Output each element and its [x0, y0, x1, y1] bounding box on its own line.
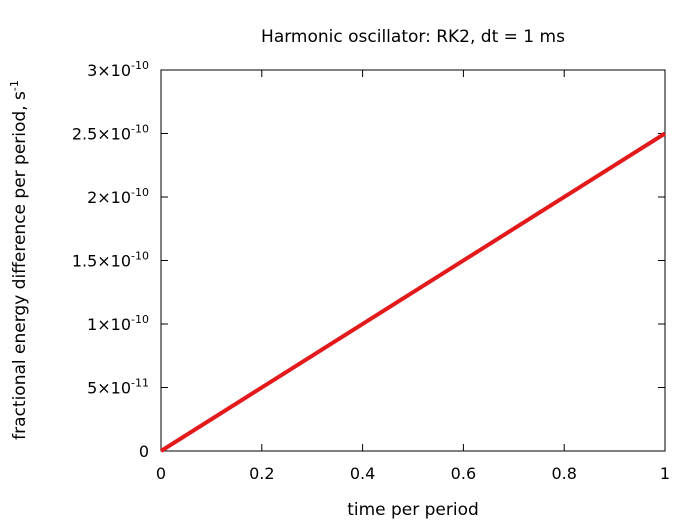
- y-tick-label: 5×10-11: [87, 377, 149, 398]
- y-axis-ticks: 05×10-111×10-101.5×10-102×10-102.5×10-10…: [72, 59, 665, 461]
- y-axis-title: fractional energy difference per period,…: [8, 80, 30, 440]
- y-tick-mantissa: 5×10: [87, 379, 131, 398]
- y-tick-exponent: -10: [131, 186, 149, 199]
- y-tick-exponent: -11: [131, 377, 149, 390]
- y-tick-label: 2×10-10: [87, 186, 149, 207]
- x-tick-label: 0: [156, 464, 166, 483]
- x-axis-ticks: 0 0.2 0.4 0.6 0.8 1: [156, 70, 670, 483]
- y-tick-exponent: -10: [131, 250, 149, 263]
- y-tick-exponent: -10: [131, 313, 149, 326]
- y-tick-mantissa: 2.5×10: [72, 125, 131, 144]
- y-tick-exponent: -10: [131, 123, 149, 136]
- y-tick-mantissa: 2×10: [87, 188, 131, 207]
- y-tick-label: 2.5×10-10: [72, 123, 149, 144]
- chart-title: Harmonic oscillator: RK2, dt = 1 ms: [261, 27, 565, 47]
- y-tick-mantissa: 0: [139, 442, 149, 461]
- x-tick-label: 0.2: [249, 464, 274, 483]
- plot-frame: [160, 69, 666, 452]
- x-axis-title: time per period: [347, 500, 479, 520]
- y-tick-mantissa: 1.5×10: [72, 252, 131, 271]
- y-axis-title-exponent: -1: [8, 80, 21, 91]
- y-tick-exponent: -10: [131, 59, 149, 72]
- y-axis-title-base: fractional energy difference per period,…: [10, 91, 30, 440]
- y-tick-label: 1.5×10-10: [72, 250, 149, 271]
- x-tick-label: 0.8: [551, 464, 576, 483]
- series-layer: [159, 131, 667, 453]
- y-tick-label: 0: [139, 442, 149, 461]
- y-tick-label: 3×10-10: [87, 59, 149, 80]
- y-tick-mantissa: 1×10: [87, 315, 131, 334]
- x-tick-label: 1: [660, 464, 670, 483]
- y-tick-mantissa: 3×10: [87, 61, 131, 80]
- x-tick-label: 0.6: [451, 464, 476, 483]
- x-tick-label: 0.4: [350, 464, 375, 483]
- series-line-1: [159, 131, 667, 453]
- y-tick-label: 1×10-10: [87, 313, 149, 334]
